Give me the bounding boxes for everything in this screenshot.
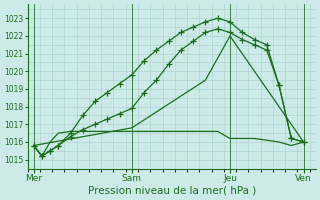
X-axis label: Pression niveau de la mer( hPa ): Pression niveau de la mer( hPa ) — [88, 186, 256, 196]
